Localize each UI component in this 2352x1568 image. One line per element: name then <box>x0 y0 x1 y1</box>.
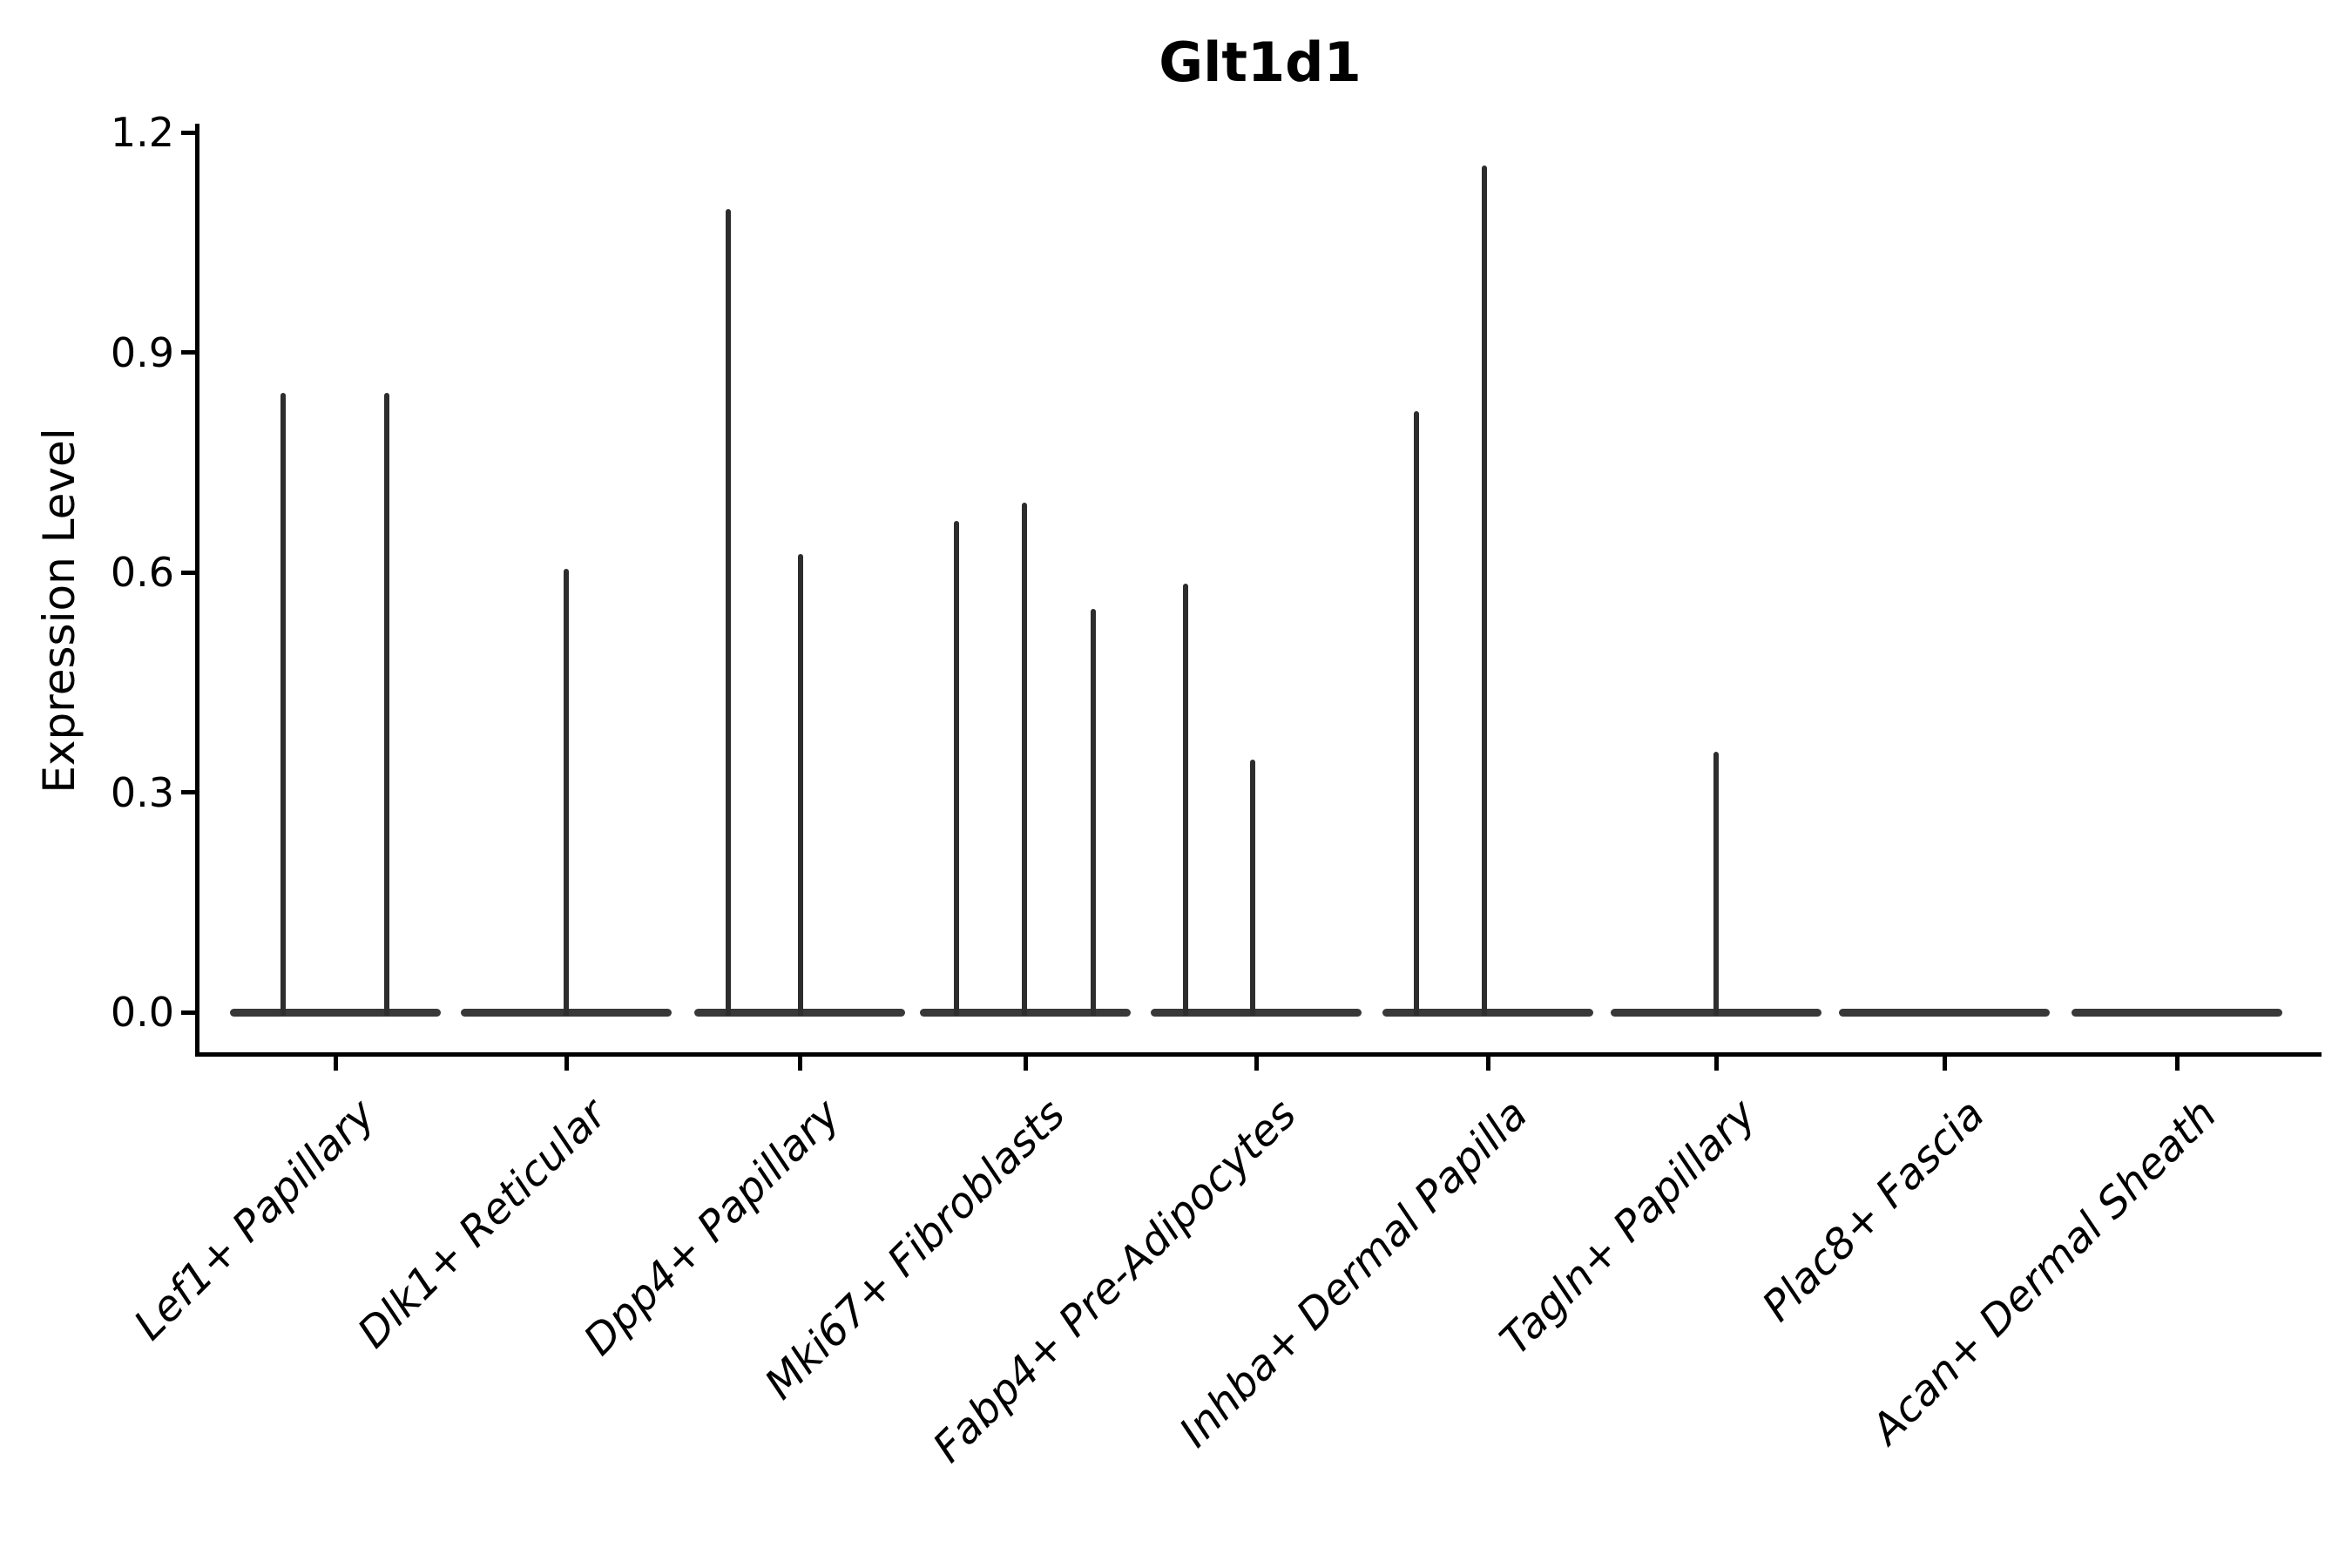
y-tick-label: 0.9 <box>110 328 174 376</box>
x-tick-mark <box>2174 1057 2180 1071</box>
violin-spike <box>798 553 803 1016</box>
violin-baseline <box>230 1008 441 1017</box>
violin-baseline <box>1151 1008 1362 1017</box>
violin-spike <box>1482 165 1487 1016</box>
violin-spike <box>954 521 959 1016</box>
y-tick-mark <box>181 790 195 794</box>
violin-baseline <box>1839 1008 2050 1017</box>
y-tick-label: 0.6 <box>110 549 174 596</box>
x-tick-label: Plac8+ Fascia <box>1753 1090 1994 1331</box>
plot-title: Glt1d1 <box>1159 30 1362 94</box>
x-tick-label: Tagln+ Papillary <box>1490 1090 1766 1365</box>
y-tick-label: 0.3 <box>110 768 174 816</box>
violin-spike <box>564 568 569 1016</box>
violin-spike <box>1414 410 1419 1016</box>
violin-spike <box>1091 609 1096 1016</box>
y-tick-label: 1.2 <box>110 109 174 156</box>
x-tick-label: Lef1+ Papillary <box>125 1090 385 1350</box>
x-tick-label: Dlk1+ Reticular <box>348 1090 616 1358</box>
violin-spike <box>1022 503 1027 1016</box>
y-tick-mark <box>181 1010 195 1015</box>
violin-spike <box>1713 752 1719 1016</box>
violin-spike <box>384 392 389 1016</box>
y-tick-mark <box>181 350 195 355</box>
x-tick-mark <box>797 1057 802 1071</box>
x-tick-mark <box>333 1057 338 1071</box>
x-axis-spine <box>195 1052 2322 1057</box>
violin-spike <box>280 392 286 1016</box>
violin-spike <box>1250 759 1255 1016</box>
x-tick-mark <box>1254 1057 1259 1071</box>
y-tick-mark <box>181 570 195 575</box>
x-tick-mark <box>1485 1057 1490 1071</box>
violin-spike <box>726 209 731 1016</box>
violin-spike <box>1183 583 1188 1016</box>
violin-baseline <box>2072 1008 2282 1017</box>
violin-baseline <box>1382 1008 1593 1017</box>
x-tick-mark <box>1023 1057 1028 1071</box>
y-axis-spine <box>195 124 199 1057</box>
x-tick-mark <box>1942 1057 1947 1071</box>
x-tick-mark <box>564 1057 569 1071</box>
x-tick-label: Dpp4+ Papillary <box>574 1090 849 1365</box>
x-tick-mark <box>1713 1057 1719 1071</box>
y-axis-label: Expression Level <box>34 428 84 794</box>
y-tick-mark <box>181 130 195 135</box>
y-tick-label: 0.0 <box>110 989 174 1036</box>
